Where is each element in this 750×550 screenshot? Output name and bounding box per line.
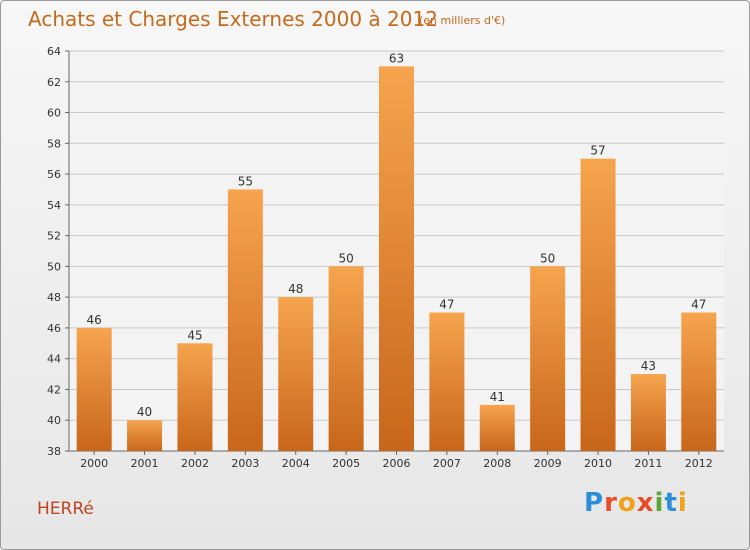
bar (681, 312, 717, 451)
proxiti-logo: Proxiti (584, 488, 688, 518)
data-label: 46 (87, 313, 102, 327)
x-tick-label: 2002 (181, 457, 209, 470)
x-tick-label: 2008 (483, 457, 511, 470)
logo-letter: i (654, 488, 665, 518)
bar (429, 312, 465, 451)
chart-title: Achats et Charges Externes 2000 à 2012 (28, 7, 438, 31)
x-tick-label: 2011 (634, 457, 662, 470)
bar (76, 327, 112, 451)
data-label: 50 (540, 251, 555, 265)
data-label: 55 (238, 174, 253, 188)
logo-letter: P (584, 488, 605, 518)
bar (580, 158, 616, 451)
bar (479, 404, 515, 451)
bar (530, 266, 566, 451)
bar (379, 66, 414, 451)
logo-letter: o (617, 488, 637, 518)
logo-letter: r (604, 488, 618, 518)
bar (127, 420, 163, 451)
y-tick-label: 40 (47, 414, 61, 427)
x-tick-label: 2010 (584, 457, 612, 470)
y-tick-label: 54 (47, 199, 61, 212)
x-tick-label: 2001 (131, 457, 159, 470)
y-tick-label: 42 (47, 383, 61, 396)
x-tick-label: 2009 (534, 457, 562, 470)
y-tick-label: 46 (47, 322, 61, 335)
y-tick-label: 58 (47, 137, 61, 150)
x-tick-label: 2004 (282, 457, 310, 470)
chart-subtitle: (en milliers d'€) (419, 14, 506, 27)
data-label: 43 (641, 359, 656, 373)
bar (177, 343, 213, 451)
place-name: HERRé (37, 499, 94, 519)
data-label: 40 (137, 405, 152, 419)
logo-letter: t (664, 488, 678, 518)
y-tick-label: 52 (47, 230, 61, 243)
data-label: 63 (389, 51, 404, 65)
data-label: 48 (288, 282, 303, 296)
x-tick-label: 2006 (383, 457, 411, 470)
x-tick-label: 2005 (332, 457, 360, 470)
data-label: 50 (338, 251, 353, 265)
y-tick-label: 64 (47, 45, 61, 58)
data-label: 45 (187, 328, 202, 342)
y-tick-label: 44 (47, 353, 61, 366)
bar (227, 189, 263, 451)
y-tick-label: 56 (47, 168, 61, 181)
bar (630, 374, 666, 451)
logo-letter: x (636, 488, 655, 518)
x-tick-label: 2003 (231, 457, 259, 470)
data-label: 47 (691, 298, 706, 312)
x-tick-label: 2012 (685, 457, 713, 470)
data-label: 41 (490, 390, 505, 404)
bar (278, 297, 314, 451)
data-label: 47 (439, 298, 454, 312)
y-tick-label: 48 (47, 291, 61, 304)
logo-letter: i (677, 488, 688, 518)
y-tick-label: 38 (47, 445, 61, 458)
y-tick-label: 62 (47, 76, 61, 89)
y-tick-label: 60 (47, 107, 61, 120)
bar (328, 266, 364, 451)
x-tick-label: 2000 (80, 457, 108, 470)
x-tick-label: 2007 (433, 457, 461, 470)
y-tick-label: 50 (47, 260, 61, 273)
data-label: 57 (590, 144, 605, 158)
